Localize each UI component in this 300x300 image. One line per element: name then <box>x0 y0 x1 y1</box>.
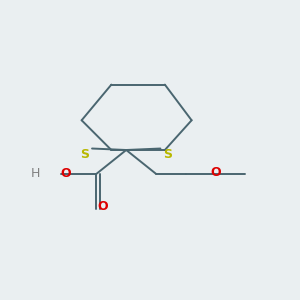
Text: H: H <box>31 167 40 180</box>
Text: O: O <box>210 166 221 179</box>
Text: S: S <box>80 148 89 161</box>
Text: S: S <box>163 148 172 161</box>
Text: O: O <box>97 200 108 213</box>
Text: O: O <box>60 167 70 180</box>
